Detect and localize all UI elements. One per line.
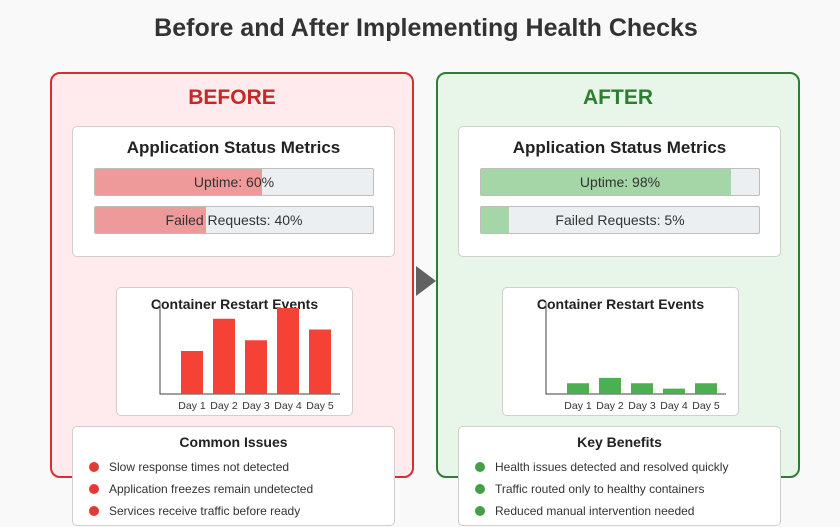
failed-requests-fill: [95, 207, 207, 233]
metrics-title: Application Status Metrics: [512, 138, 727, 157]
bullet-icon: [89, 506, 99, 516]
x-tick-label: Day 2: [596, 400, 624, 412]
list-item-text: Slow response times not detected: [109, 460, 290, 474]
x-tick-label: Day 3: [628, 400, 656, 412]
chart-bar: [567, 383, 589, 394]
metrics-title: Application Status Metrics: [126, 138, 341, 157]
chart-bar: [181, 351, 203, 394]
before-chart-svg: Day 1 Day 2 Day 3 Day 4 Day 5: [159, 302, 340, 412]
uptime-label: Uptime: 98%: [579, 174, 661, 190]
before-metrics-card: Application Status Metrics Uptime: 60% F…: [72, 126, 395, 257]
before-heading: BEFORE: [188, 86, 276, 109]
bullet-icon: [89, 462, 99, 472]
list-item-text: Application freezes remain undetected: [109, 482, 314, 496]
uptime-bar: Uptime: 60%: [94, 168, 374, 196]
uptime-fill: [95, 169, 262, 195]
chart-bar: [245, 340, 267, 394]
issues-title: Common Issues: [179, 434, 288, 450]
x-tick-label: Day 4: [660, 400, 688, 412]
bullet-icon: [475, 484, 485, 494]
chart-bar: [631, 383, 653, 394]
list-item: Health issues detected and resolved quic…: [459, 459, 780, 481]
x-tick-label: Day 5: [692, 400, 720, 412]
after-chart-svg: Day 1 Day 2 Day 3 Day 4 Day 5: [545, 302, 726, 412]
list-item: Slow response times not detected: [73, 459, 394, 481]
failed-requests-bar: Failed Requests: 5%: [480, 206, 760, 234]
list-item: Traffic routed only to healthy container…: [459, 481, 780, 503]
failed-requests-label: Failed Requests: 40%: [165, 212, 303, 228]
list-item-text: Reduced manual intervention needed: [495, 504, 695, 518]
after-panel: AFTER Application Status Metrics Uptime:…: [436, 72, 800, 526]
before-panel: BEFORE Application Status Metrics Uptime…: [50, 72, 414, 526]
after-benefits-card: Key Benefits Health issues detected and …: [458, 426, 781, 526]
failed-requests-label: Failed Requests: 5%: [555, 212, 685, 228]
list-item: Reduced manual intervention needed: [459, 503, 780, 525]
list-item: Services receive traffic before ready: [73, 503, 394, 525]
failed-requests-bar: Failed Requests: 40%: [94, 206, 374, 234]
chart-bar: [695, 383, 717, 394]
chart-bar: [213, 318, 235, 394]
list-item: Application freezes remain undetected: [73, 481, 394, 503]
chart-bar: [663, 388, 685, 394]
chart-title: Container Restart Events: [150, 296, 319, 312]
x-tick-label: Day 2: [210, 400, 238, 412]
arrow-right-icon: [416, 266, 436, 296]
page-title: Before and After Implementing Health Che…: [154, 14, 698, 42]
list-item-text: Services receive traffic before ready: [109, 504, 301, 518]
list-item-text: Health issues detected and resolved quic…: [495, 460, 729, 474]
chart-axis: [545, 302, 726, 395]
uptime-bar: Uptime: 98%: [480, 168, 760, 196]
x-tick-label: Day 3: [242, 400, 270, 412]
x-tick-label: Day 4: [274, 400, 302, 412]
bullet-icon: [475, 506, 485, 516]
before-issues-card: Common Issues Slow response times not de…: [72, 426, 395, 526]
failed-requests-fill: [481, 207, 509, 233]
bullet-icon: [89, 484, 99, 494]
after-restart-chart: Container Restart Events Day 1 Day 2 Day 3…: [502, 287, 739, 416]
chart-bar: [309, 329, 331, 394]
x-tick-label: Day 1: [564, 400, 592, 412]
uptime-label: Uptime: 60%: [193, 174, 275, 190]
chart-bar: [599, 377, 621, 394]
bullet-icon: [475, 462, 485, 472]
before-restart-chart: Container Restart Events Day 1 Day 2 Day 3…: [116, 287, 353, 416]
x-tick-label: Day 1: [178, 400, 206, 412]
chart-title: Container Restart Events: [536, 296, 705, 312]
list-item-text: Traffic routed only to healthy container…: [495, 482, 705, 496]
after-heading: AFTER: [583, 86, 653, 109]
x-tick-label: Day 5: [306, 400, 334, 412]
benefits-title: Key Benefits: [577, 434, 662, 450]
after-metrics-card: Application Status Metrics Uptime: 98% F…: [458, 126, 781, 257]
chart-bar: [277, 308, 299, 394]
uptime-fill: [481, 169, 732, 195]
